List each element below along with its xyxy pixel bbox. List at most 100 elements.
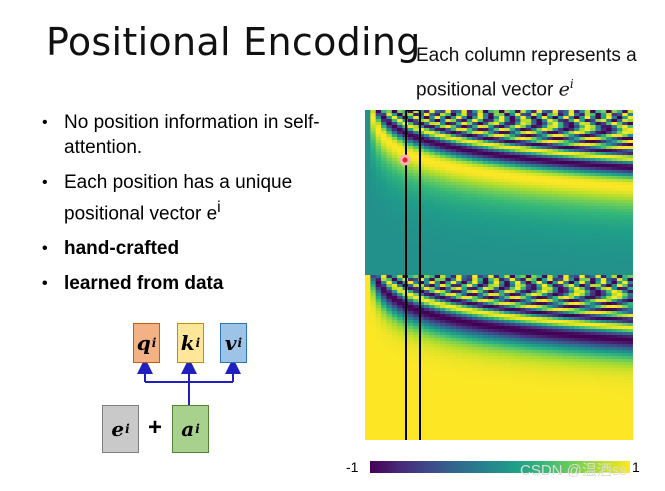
heatmap-cell (536, 209, 543, 213)
heatmap-cell (557, 299, 564, 303)
heatmap-cell (515, 212, 522, 216)
heatmap-cell (563, 326, 570, 330)
heatmap-cell (595, 386, 602, 390)
heatmap-cell (423, 131, 430, 135)
heatmap-cell (407, 224, 414, 228)
heatmap-cell (563, 320, 570, 324)
heatmap-cell (568, 287, 575, 291)
heatmap-cell (370, 296, 377, 300)
heatmap-cell (477, 320, 484, 324)
heatmap-cell (584, 284, 591, 288)
heatmap-cell (563, 128, 570, 132)
heatmap-cell (536, 125, 543, 129)
heatmap-cell (525, 317, 532, 321)
heatmap-cell (429, 260, 436, 264)
heatmap-cell (531, 113, 538, 117)
heatmap-cell (541, 113, 548, 117)
heatmap-cell (450, 290, 457, 294)
heatmap-cell (515, 347, 522, 351)
heatmap-cell (499, 278, 505, 282)
heatmap-cell (418, 323, 425, 327)
heatmap-cell (493, 206, 500, 210)
heatmap-cell (563, 332, 570, 336)
heatmap-cell (413, 353, 420, 357)
heatmap-cell (504, 161, 511, 165)
heatmap-cell (574, 383, 580, 387)
heatmap-cell (563, 305, 570, 309)
heatmap-cell (568, 230, 575, 234)
heatmap-cell (568, 245, 575, 249)
heatmap-cell (509, 236, 516, 240)
heatmap-cell (563, 386, 570, 390)
heatmap-cell (391, 173, 398, 177)
heatmap-cell (552, 374, 559, 378)
heatmap-cell (568, 212, 575, 216)
heatmap-cell (552, 302, 559, 306)
heatmap-cell (504, 134, 511, 138)
heatmap-cell (413, 296, 420, 300)
heatmap-cell (365, 362, 371, 366)
heatmap-cell (370, 434, 377, 438)
heatmap-cell (391, 137, 398, 141)
heatmap-cell (504, 332, 511, 336)
heatmap-cell (525, 392, 532, 396)
heatmap-cell (423, 374, 430, 378)
heatmap-cell (536, 434, 543, 438)
heatmap-cell (413, 227, 420, 231)
heatmap-cell (381, 311, 388, 315)
heatmap-cell (493, 239, 500, 243)
heatmap-cell (386, 344, 393, 348)
heatmap-cell (397, 422, 404, 426)
heatmap-cell (563, 245, 570, 249)
heatmap-cell (552, 188, 559, 192)
heatmap-cell (472, 389, 479, 393)
heatmap-cell (391, 335, 398, 339)
heatmap-cell (407, 260, 414, 264)
heatmap-cell (391, 407, 398, 411)
heatmap-cell (499, 323, 505, 327)
heatmap-cell (525, 287, 532, 291)
heatmap-cell (450, 155, 457, 159)
heatmap-cell (440, 416, 446, 420)
heatmap-cell (590, 242, 597, 246)
heatmap-cell (466, 371, 473, 375)
heatmap-cell (563, 377, 570, 381)
heatmap-cell (461, 407, 468, 411)
heatmap-cell (418, 110, 425, 114)
heatmap-cell (547, 284, 554, 288)
heatmap-cell (590, 167, 597, 171)
heatmap-cell (574, 197, 580, 201)
heatmap-cell (386, 272, 393, 276)
heatmap-cell (568, 218, 575, 222)
heatmap-cell (584, 359, 591, 363)
heatmap-cell (461, 323, 468, 327)
heatmap-cell (461, 119, 468, 123)
heatmap-cell (440, 197, 446, 201)
heatmap-cell (568, 299, 575, 303)
heatmap-cell (520, 323, 527, 327)
heatmap-cell (531, 347, 538, 351)
heatmap-cell (482, 368, 489, 372)
heatmap-cell (429, 164, 436, 168)
heatmap-cell (482, 179, 489, 183)
heatmap-cell (600, 125, 607, 129)
heatmap-cell (504, 329, 511, 333)
heatmap-cell (482, 137, 489, 141)
heatmap-cell (584, 215, 591, 219)
heatmap-cell (450, 251, 457, 255)
heatmap-cell (525, 242, 532, 246)
heatmap-cell (525, 362, 532, 366)
heatmap-cell (563, 431, 570, 435)
heatmap-cell (456, 338, 463, 342)
heatmap-cell (520, 287, 527, 291)
heatmap-cell (590, 158, 597, 162)
heatmap-cell (563, 356, 570, 360)
heatmap-cell (579, 161, 586, 165)
heatmap-cell (413, 251, 420, 255)
heatmap-cell (413, 128, 420, 132)
heatmap-cell (515, 197, 522, 201)
heatmap-cell (434, 248, 441, 252)
heatmap-cell (418, 326, 425, 330)
heatmap-cell (418, 179, 425, 183)
heatmap-cell (557, 272, 564, 276)
